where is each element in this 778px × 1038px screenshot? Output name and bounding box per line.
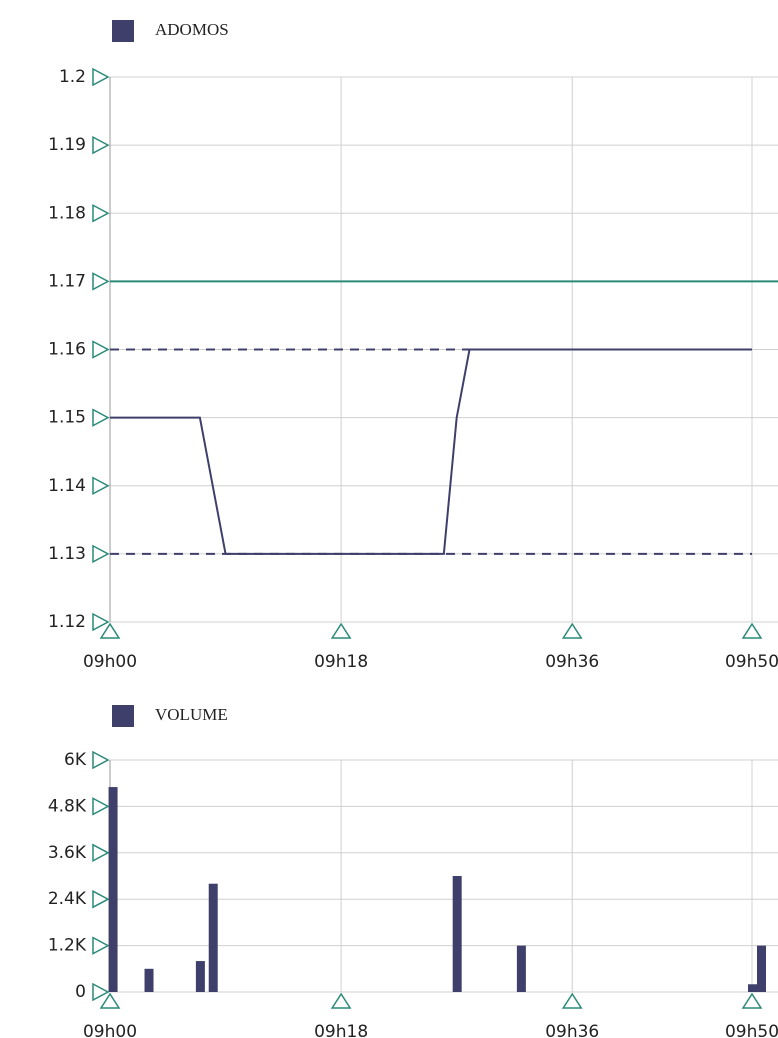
- y-tick-mark: [92, 408, 110, 427]
- x-tick-mark: [741, 992, 763, 1009]
- legend-label: VOLUME: [155, 705, 228, 724]
- y-tick-mark: [92, 204, 110, 223]
- y-tick-label: 3.6K: [48, 843, 87, 863]
- bar: [756, 945, 766, 992]
- x-tick-mark: [561, 622, 583, 639]
- x-tick-label: 09h50: [725, 1022, 778, 1038]
- x-tick-mark: [330, 992, 352, 1009]
- bar: [208, 883, 218, 992]
- bar: [748, 984, 757, 992]
- y-tick-mark: [92, 843, 110, 863]
- y-tick-mark: [92, 982, 110, 1002]
- y-tick-mark: [92, 889, 110, 909]
- y-tick-label: 1.13: [48, 544, 86, 564]
- y-tick-mark: [92, 476, 110, 495]
- y-tick-label: 0: [75, 982, 86, 1002]
- bar: [108, 787, 118, 992]
- x-tick-label: 09h36: [545, 1022, 599, 1038]
- bar: [144, 968, 154, 992]
- y-tick-label: 2.4K: [48, 889, 87, 909]
- x-tick-label: 09h18: [314, 652, 368, 672]
- legend-swatch: [112, 20, 134, 42]
- x-tick-mark: [99, 622, 121, 639]
- x-tick-mark: [330, 622, 352, 639]
- y-tick-label: 4.8K: [48, 796, 87, 816]
- y-tick-label: 1.14: [48, 476, 86, 496]
- y-tick-mark: [92, 272, 110, 291]
- y-tick-label: 1.12: [48, 612, 86, 632]
- y-tick-mark: [92, 544, 110, 564]
- y-tick-label: 1.2K: [48, 936, 87, 956]
- y-tick-mark: [92, 612, 110, 632]
- y-tick-mark: [92, 340, 110, 359]
- y-tick-label: 1.17: [48, 271, 86, 291]
- x-tick-label: 09h00: [83, 652, 137, 672]
- y-tick-label: 1.15: [48, 408, 86, 428]
- y-tick-label: 1.2: [59, 67, 86, 87]
- y-tick-mark: [92, 797, 110, 816]
- y-tick-mark: [92, 135, 110, 155]
- y-tick-label: 1.16: [48, 340, 86, 360]
- legend-swatch: [112, 705, 134, 727]
- x-tick-label: 09h36: [545, 652, 599, 672]
- bar: [195, 961, 205, 992]
- x-tick-mark: [99, 992, 121, 1009]
- y-tick-mark: [92, 936, 110, 955]
- y-tick-mark: [92, 67, 110, 87]
- x-tick-label: 09h00: [83, 1022, 137, 1038]
- x-tick-label: 09h50: [725, 652, 778, 672]
- x-tick-mark: [741, 622, 763, 639]
- y-tick-mark: [92, 750, 110, 770]
- y-tick-label: 1.18: [48, 203, 86, 223]
- bar: [452, 876, 462, 992]
- legend-label: ADOMOS: [155, 20, 229, 39]
- bar: [516, 945, 526, 992]
- x-tick-label: 09h18: [314, 1022, 368, 1038]
- line: [110, 348, 752, 555]
- x-tick-mark: [561, 992, 583, 1009]
- y-tick-label: 1.19: [48, 135, 86, 155]
- y-tick-label: 6K: [64, 750, 87, 770]
